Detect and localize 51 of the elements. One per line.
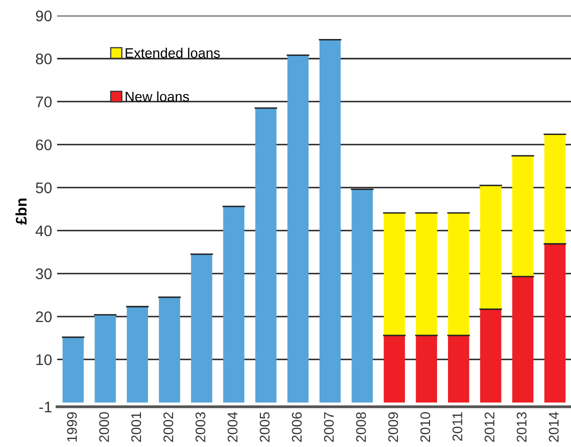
bar xyxy=(320,40,341,402)
bar xyxy=(416,212,438,336)
x-tick-label: 2002 xyxy=(163,412,174,442)
bar xyxy=(448,335,470,402)
x-tick-label: 2013 xyxy=(516,412,527,442)
bar xyxy=(191,254,212,402)
bar xyxy=(223,206,244,402)
y-tick-label: 60 xyxy=(36,139,52,150)
x-tick-label: 2011 xyxy=(452,412,462,441)
bar xyxy=(352,189,373,402)
y-tick-label: 90 xyxy=(36,10,52,22)
bar xyxy=(480,185,502,310)
x-tick-label: 2007 xyxy=(324,412,334,442)
x-tick-label: 2009 xyxy=(388,412,398,442)
y-tick-label: 40 xyxy=(36,225,52,236)
bar xyxy=(384,212,405,336)
x-tick-label: 2003 xyxy=(196,412,206,442)
y-tick-label: 50 xyxy=(36,182,52,194)
x-tick-label: 2008 xyxy=(356,412,366,442)
bar xyxy=(158,297,180,402)
x-tick-label: 2000 xyxy=(99,412,110,442)
bar xyxy=(255,108,276,402)
bar xyxy=(480,309,502,402)
bar xyxy=(448,212,470,336)
bar xyxy=(62,337,84,402)
bar xyxy=(512,156,534,277)
bar xyxy=(126,306,148,402)
bar xyxy=(384,335,405,402)
bar xyxy=(512,276,534,402)
bar xyxy=(287,55,309,402)
x-tick-label: 2010 xyxy=(420,412,430,442)
x-tick-label: 2004 xyxy=(228,412,238,442)
x-tick-label: 1999 xyxy=(67,412,77,442)
y-tick-label: 80 xyxy=(36,53,52,64)
x-tick-label: 2006 xyxy=(292,412,302,442)
bar xyxy=(544,134,566,244)
bar xyxy=(544,244,566,402)
x-tick-label: 2012 xyxy=(484,412,494,442)
y-tick-label: 20 xyxy=(36,311,52,322)
legend-label: New loans xyxy=(126,91,189,102)
legend-label: Extended loans xyxy=(126,48,220,58)
x-tick-label: 2014 xyxy=(548,412,559,442)
y-tick-label: -1 xyxy=(39,402,52,412)
x-tick-label: 2001 xyxy=(131,412,142,442)
y-tick-label: 10 xyxy=(36,354,52,366)
x-tick-label: 2005 xyxy=(260,412,270,442)
y-tick-label: 30 xyxy=(36,268,52,280)
y-tick-label: 70 xyxy=(36,96,52,108)
y-axis-title: £bn xyxy=(15,198,27,225)
bar xyxy=(94,314,116,402)
bar xyxy=(416,335,438,402)
